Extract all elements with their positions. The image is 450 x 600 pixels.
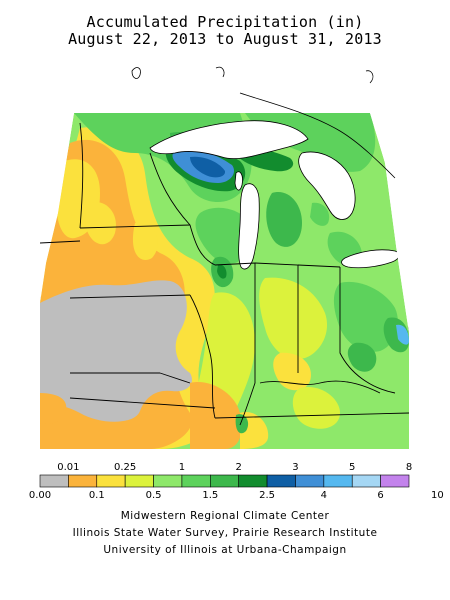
legend-swatch (96, 474, 126, 488)
legend-swatch (68, 474, 98, 488)
legend-bottom-label: 0.1 (89, 490, 105, 500)
state-boundaries (40, 122, 409, 426)
precipitation-legend: 0.01 0.25 1 2 3 5 8 0.00 0.1 0.5 1.5 2.5 4 6 10 (29, 462, 444, 500)
legend-top-label: 8 (406, 462, 412, 473)
legend-swatch (181, 474, 211, 488)
legend-top-label: 5 (349, 462, 355, 473)
legend-bottom-label: 10 (431, 490, 444, 500)
legend-swatch (124, 474, 154, 488)
legend-top-label: 0.01 (57, 462, 79, 473)
legend-swatch (295, 474, 325, 488)
legend-bottom-label: 2.5 (259, 490, 275, 500)
legend-top-label: 2 (236, 462, 242, 473)
legend-bottom-label: 1.5 (202, 490, 218, 500)
credit-uiuc: University of Illinois at Urbana-Champai… (103, 544, 347, 556)
great-lakes (149, 120, 400, 270)
legend-swatch (323, 474, 353, 488)
legend-top-label: 0.25 (114, 462, 136, 473)
map-date-range: August 22, 2013 to August 31, 2013 (68, 30, 382, 48)
legend-swatch (351, 474, 381, 488)
credit-isws: Illinois State Water Survey, Prairie Res… (72, 527, 378, 539)
legend-top-label: 1 (179, 462, 185, 473)
legend-swatch (238, 474, 268, 488)
legend-bottom-label: 0.00 (29, 490, 51, 500)
legend-swatch (153, 474, 183, 488)
legend-bottom-label: 4 (321, 490, 327, 500)
map-title: Accumulated Precipitation (in) (86, 13, 364, 31)
legend-bottom-label: 0.5 (146, 490, 162, 500)
legend-swatch (39, 474, 69, 488)
legend-swatch (266, 474, 296, 488)
precipitation-map (40, 53, 409, 449)
legend-swatch (210, 474, 239, 488)
credit-mrcc: Midwestern Regional Climate Center (120, 510, 330, 522)
legend-swatch (380, 474, 410, 488)
legend-top-label: 3 (292, 462, 298, 473)
legend-bottom-label: 6 (377, 490, 383, 500)
